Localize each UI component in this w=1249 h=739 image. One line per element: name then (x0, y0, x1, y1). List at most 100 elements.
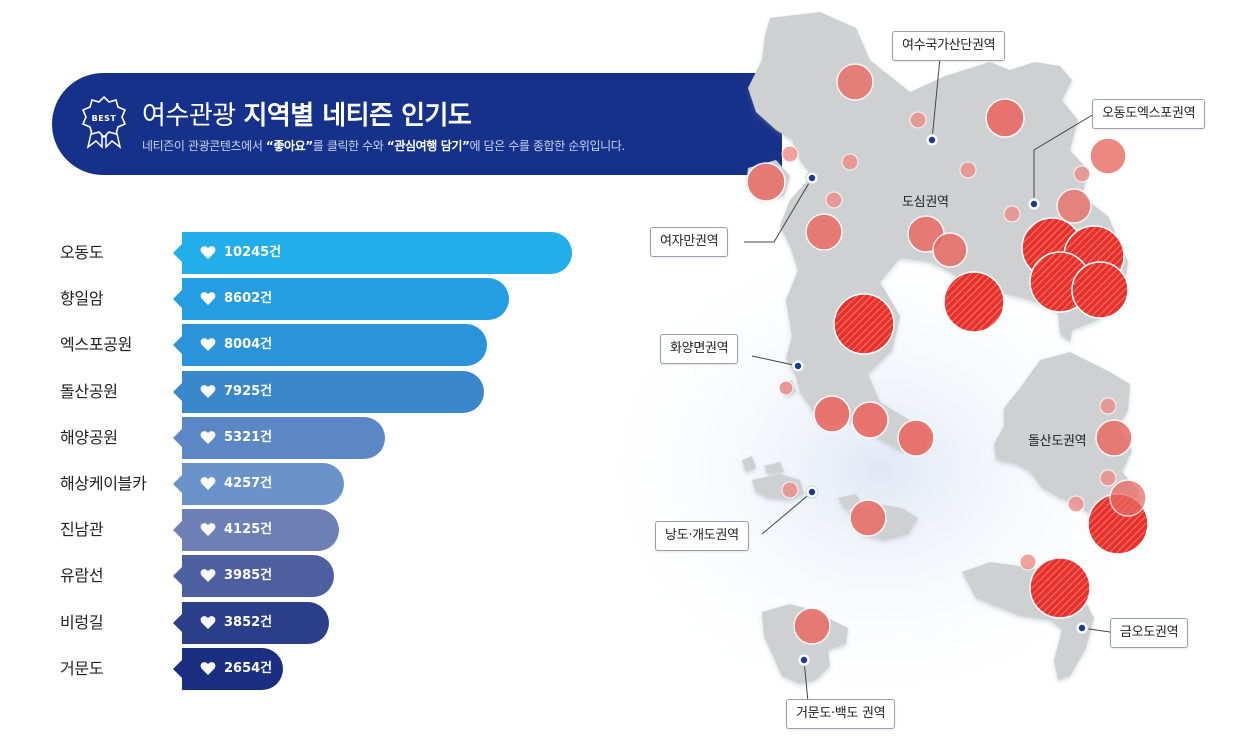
leader-line (1033, 113, 1095, 204)
heart-icon (200, 430, 216, 444)
bar-notch (173, 244, 182, 262)
hotspots (746, 63, 1149, 645)
hotspot (1089, 137, 1127, 175)
hotspot (813, 395, 851, 433)
callout-geumodo[interactable]: 금오도권역 (1110, 618, 1189, 648)
page-subtitle: 네티즌이 관광콘텐츠에서 “좋아요”를 클릭한 수와 “관심여행 담기”에 담은… (142, 137, 625, 154)
hotspot (781, 145, 799, 163)
badge-text: BEST (91, 114, 117, 123)
hotspot (851, 401, 889, 439)
hotspot (1071, 261, 1129, 319)
subtitle-part-1: 네티즌이 관광콘텐츠에서 (142, 139, 266, 153)
subtitle-bold-1: “좋아요” (265, 139, 313, 153)
bar-notch (173, 475, 182, 493)
rank-label: 진남관 (60, 520, 104, 540)
connector-strip (1058, 312, 1074, 342)
rank-value: 8004건 (224, 337, 273, 353)
rank-bar[interactable]: 4125건 (173, 509, 339, 552)
rank-value: 3985건 (224, 568, 273, 584)
rank-bar[interactable]: 2654건 (173, 647, 283, 690)
hotspot (841, 153, 859, 171)
rank-label: 엑스포공원 (60, 335, 133, 355)
hotspot (1003, 205, 1021, 223)
title-bold: 지역별 네티즌 인기도 (243, 101, 472, 131)
heart-icon (200, 569, 216, 583)
heart-icon (200, 615, 216, 629)
rank-bar[interactable]: 5321건 (173, 416, 385, 459)
hotspot (897, 419, 935, 457)
rank-bar[interactable]: 7925건 (173, 370, 484, 413)
bar-notch (173, 567, 182, 586)
rank-label: 해양공원 (60, 427, 118, 447)
hotspot (793, 607, 831, 645)
bar-notch (173, 613, 182, 632)
rank-value: 5321건 (224, 429, 273, 445)
bar-notch (173, 290, 182, 309)
hotspot (909, 111, 927, 129)
callout-yeosu-industrial[interactable]: 여수국가산단권역 (892, 31, 1006, 61)
rank-bar[interactable]: 4257건 (173, 463, 344, 505)
bar-notch (173, 521, 182, 540)
rank-label: 거문도 (60, 658, 104, 678)
hotspot (985, 98, 1025, 138)
callout-yeojaman[interactable]: 여자만권역 (650, 227, 729, 257)
hotspot (836, 63, 874, 101)
hotspot (805, 213, 843, 251)
best-badge-icon: BEST (80, 95, 128, 149)
hotspot (746, 162, 786, 202)
rank-bar[interactable]: 3985건 (173, 555, 334, 598)
rank-bar[interactable]: 8004건 (173, 324, 487, 367)
hotspot (1099, 469, 1117, 487)
callout-geomundo-baekdo[interactable]: 거문도·백도 권역 (786, 699, 896, 729)
callout-hwayang[interactable]: 화양면권역 (660, 334, 739, 364)
region-label-dosim: 도심권역 (902, 195, 949, 210)
leader-line (931, 57, 941, 141)
heart-icon (200, 384, 216, 398)
rank-value: 4125건 (224, 522, 273, 538)
hotspot (1029, 557, 1091, 619)
rank-label: 비렁길 (60, 612, 104, 632)
leader-line (751, 355, 799, 367)
heart-icon (200, 523, 216, 537)
dolsan-island (994, 352, 1138, 532)
rank-value: 8602건 (224, 291, 273, 307)
leader-lines (744, 57, 1111, 703)
hotspot (1095, 419, 1133, 457)
bar-notch (173, 428, 182, 447)
subtitle-bold-2: “관심여행 담기” (386, 139, 470, 153)
region-label-dolsan: 돌산도권역 (1028, 434, 1087, 449)
callout-nangdo-gaedo[interactable]: 낭도·개도권역 (655, 521, 749, 551)
hotspot (1067, 495, 1085, 513)
nangdo-island-2 (764, 462, 784, 474)
hotspot (833, 293, 895, 355)
hotspot (825, 191, 843, 209)
subtitle-part-2: 를 클릭한 수와 (312, 139, 387, 153)
leader-line (761, 491, 813, 535)
heart-icon (200, 477, 216, 490)
hotspot (1019, 553, 1037, 571)
rank-value: 3852건 (224, 614, 273, 630)
title-prefix: 여수관광 (142, 101, 236, 131)
rank-bar[interactable]: 10245건 (173, 232, 572, 274)
hotspot (778, 380, 794, 396)
heart-icon (200, 338, 216, 352)
rank-label: 향일암 (60, 289, 104, 309)
location-markers (791, 133, 1089, 667)
nangdo-island-1 (742, 456, 756, 472)
callout-odongdo-expo[interactable]: 오동도엑스포권역 (1092, 99, 1206, 129)
bar-notch (173, 336, 182, 355)
subtitle-part-3: 에 담은 수를 종합한 순위입니다. (469, 139, 625, 153)
heart-icon (200, 292, 216, 306)
hotspot (1109, 479, 1147, 517)
rank-value: 7925건 (224, 383, 273, 399)
rank-bar[interactable]: 8602건 (173, 278, 509, 321)
bar-notch (173, 659, 182, 678)
rank-value: 10245건 (224, 245, 282, 260)
heart-icon (200, 661, 216, 675)
rank-label: 유람선 (60, 566, 104, 586)
rank-bar[interactable]: 3852건 (173, 601, 329, 644)
rank-label: 돌산공원 (60, 381, 118, 401)
page-title: 여수관광 지역별 네티즌 인기도 (142, 95, 472, 132)
hotspot (849, 499, 887, 537)
